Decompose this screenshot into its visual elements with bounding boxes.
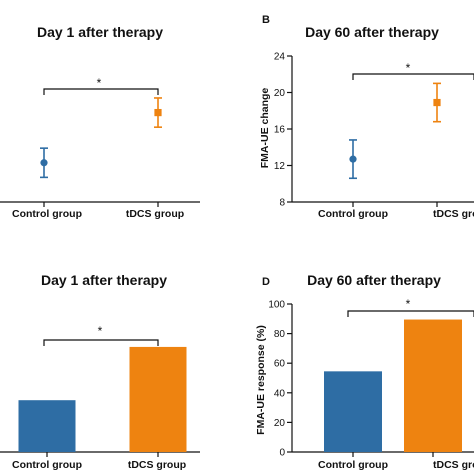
y-tick-label: 12 [274, 161, 286, 172]
y-tick-label: 100 [268, 300, 285, 311]
y-tick-label: 20 [274, 418, 286, 429]
panel-day60-bar: D Day 60 after therapy FMA-UE response (… [255, 272, 474, 471]
y-tick-label: 60 [274, 359, 286, 370]
y-axis-label: FMA-UE response (%) [255, 325, 267, 435]
chart-title: Day 1 after therapy [37, 24, 163, 40]
panel-letter: D [262, 276, 270, 288]
x-tick-label: Control group [12, 208, 82, 220]
chart-title: Day 60 after therapy [305, 24, 439, 40]
y-tick-label: 8 [279, 198, 285, 209]
significance-bracket [43, 339, 159, 346]
y-tick-label: 80 [274, 329, 286, 340]
y-tick-label: 20 [274, 88, 286, 99]
significance-bracket [352, 73, 474, 80]
y-tick-label: 24 [274, 52, 286, 63]
significance-marker: * [98, 324, 103, 338]
chart-title: Day 60 after therapy [307, 272, 441, 288]
bar-control [18, 400, 76, 452]
panel-day60-errorbar: B Day 60 after therapy FMA-UE change Con… [259, 14, 474, 220]
point-tdcs [433, 98, 441, 107]
panel-letter: B [262, 14, 270, 26]
x-tick-label: Control group [318, 459, 388, 471]
significance-marker: * [97, 76, 102, 90]
x-tick-label: tDCS group [128, 459, 186, 471]
x-tick-label: Control group [318, 208, 388, 220]
x-tick-label: tDCS group [433, 459, 474, 471]
point-control [40, 159, 48, 167]
bar-control [324, 371, 382, 452]
x-tick-label: tDCS group [126, 208, 184, 220]
y-tick-label: 40 [274, 388, 286, 399]
bar-tdcs [404, 319, 462, 452]
panel-day1-bar: Day 1 after therapy Control group tDCS g… [0, 272, 200, 471]
panel-day1-errorbar: Day 1 after therapy Control group tDCS g… [0, 24, 200, 220]
y-tick-label: 0 [279, 448, 285, 459]
point-tdcs [154, 108, 162, 117]
x-tick-label: tDCS group [433, 208, 474, 220]
y-tick-label: 16 [274, 125, 286, 136]
y-axis-label: FMA-UE change [259, 88, 271, 169]
significance-bracket [347, 310, 474, 317]
x-tick-label: Control group [12, 459, 82, 471]
point-control [349, 155, 357, 163]
significance-marker: * [406, 61, 411, 75]
significance-marker: * [406, 297, 411, 311]
significance-bracket [43, 88, 159, 95]
bar-tdcs [129, 346, 187, 452]
chart-title: Day 1 after therapy [41, 272, 167, 288]
